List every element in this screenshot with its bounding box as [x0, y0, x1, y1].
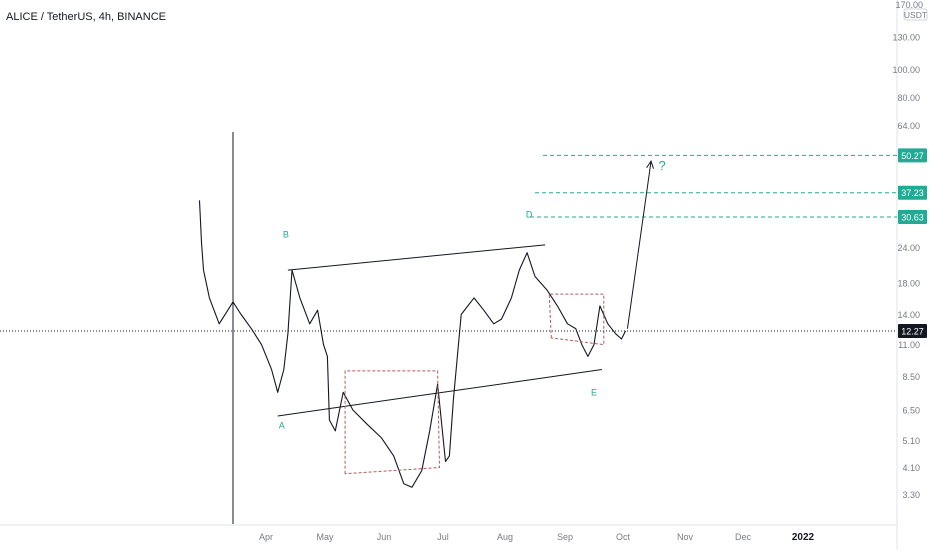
y-tick-label: 80.00: [897, 93, 920, 103]
wave-label: E: [591, 388, 597, 398]
price-series-line: [198, 200, 626, 488]
x-tick-label: Aug: [497, 532, 513, 542]
y-tick-label: 11.00: [898, 340, 920, 350]
x-tick-label: Dec: [735, 532, 752, 542]
y-tick-label: 5.10: [902, 436, 920, 446]
consolidation-box: [548, 293, 605, 346]
price-level-tag: [898, 185, 927, 200]
currency-unit-label: USDT: [904, 10, 927, 20]
currency-top-label: 170.00: [895, 0, 923, 10]
y-tick-label: 18.00: [897, 279, 920, 289]
x-tick-label: Nov: [677, 532, 694, 542]
y-tick-label: 3.30: [902, 490, 920, 500]
last-price-tag: [898, 323, 927, 338]
channel-lower-line: [277, 369, 602, 417]
projection-arrow-line: [626, 161, 652, 329]
wave-label: A: [279, 421, 285, 431]
x-tick-label: Apr: [259, 532, 273, 542]
y-tick-label: 64.00: [897, 121, 920, 131]
projection-question-mark: ?: [658, 158, 665, 173]
x-tick-label: Oct: [616, 532, 631, 542]
wave-label: D: [526, 210, 533, 220]
price-level-tag: [898, 148, 927, 163]
price-level-label: 30.63: [901, 213, 924, 223]
projection-arrow-head: [646, 159, 654, 169]
wave-label: B: [283, 229, 289, 239]
currency-unit-box: [903, 8, 928, 21]
x-tick-label: Jul: [437, 532, 449, 542]
symbol-title: ALICE / TetherUS, 4h, BINANCE: [6, 11, 166, 23]
y-tick-label: 6.50: [902, 406, 920, 416]
channel-upper-line: [287, 244, 546, 271]
y-tick-label: 4.10: [902, 463, 920, 473]
y-tick-label: 130.00: [892, 33, 920, 43]
price-level-label: 50.27: [901, 151, 924, 161]
x-tick-label: 2022: [792, 532, 815, 543]
x-tick-label: May: [316, 532, 334, 542]
last-price-label: 12.27: [901, 326, 924, 336]
y-tick-label: 24.00: [897, 243, 920, 253]
y-tick-label: 8.50: [902, 372, 920, 382]
price-level-tag: [898, 210, 927, 225]
y-tick-label: 14.00: [897, 310, 920, 320]
consolidation-box: [344, 370, 441, 475]
y-tick-label: 100.00: [892, 65, 920, 75]
x-tick-label: Jun: [377, 532, 392, 542]
x-tick-label: Sep: [557, 532, 573, 542]
price-level-label: 37.23: [901, 188, 924, 198]
